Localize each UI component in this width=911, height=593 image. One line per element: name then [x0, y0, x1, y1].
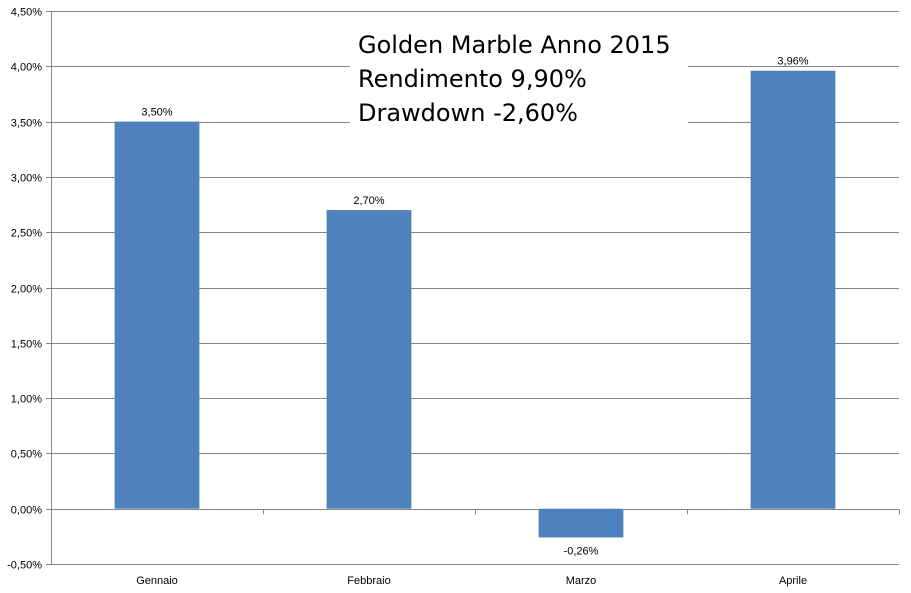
y-tick-label: 0,00% [11, 505, 42, 517]
category-label: Febbraio [347, 575, 390, 587]
bar-aprile [750, 70, 836, 509]
x-axis-category-labels: Gennaio Febbraio Marzo Aprile [136, 575, 807, 587]
y-tick-label: 3,00% [11, 173, 42, 185]
axes [51, 11, 900, 564]
y-tick-label: 0,50% [11, 449, 42, 461]
category-label: Aprile [779, 575, 807, 587]
chart-title-line-3: Drawdown -2,60% [358, 99, 578, 127]
y-tick-label: 4,50% [11, 7, 42, 19]
y-tick-label: 2,00% [11, 284, 42, 296]
chart-title-box: Golden Marble Anno 2015 Rendimento 9,90%… [350, 28, 688, 136]
bar-gennaio [114, 121, 200, 509]
y-axis-tick-labels: 4,50% 4,00% 3,50% 3,00% 2,50% 2,00% 1,50% 1,00%… [7, 7, 42, 572]
y-tick-label: 1,00% [11, 394, 42, 406]
y-tick-label: 4,00% [11, 62, 42, 74]
category-label: Marzo [566, 575, 597, 587]
data-label: -0,26% [564, 545, 599, 557]
y-tick-label: 1,50% [11, 339, 42, 351]
data-label: 3,96% [777, 56, 808, 68]
y-tick-label: 3,50% [11, 118, 42, 130]
chart-title-line-1: Golden Marble Anno 2015 [358, 31, 671, 59]
y-tick-label: -0,50% [7, 560, 42, 572]
data-label: 2,70% [353, 195, 384, 207]
bars [114, 70, 836, 538]
category-label: Gennaio [136, 575, 178, 587]
data-label: 3,50% [141, 107, 172, 119]
data-labels: 3,50% 2,70% -0,26% 3,96% [141, 56, 808, 558]
bar-marzo [538, 508, 624, 538]
chart-title-line-2: Rendimento 9,90% [358, 65, 587, 93]
bar-febbraio [326, 210, 412, 509]
y-tick-label: 2,50% [11, 228, 42, 240]
